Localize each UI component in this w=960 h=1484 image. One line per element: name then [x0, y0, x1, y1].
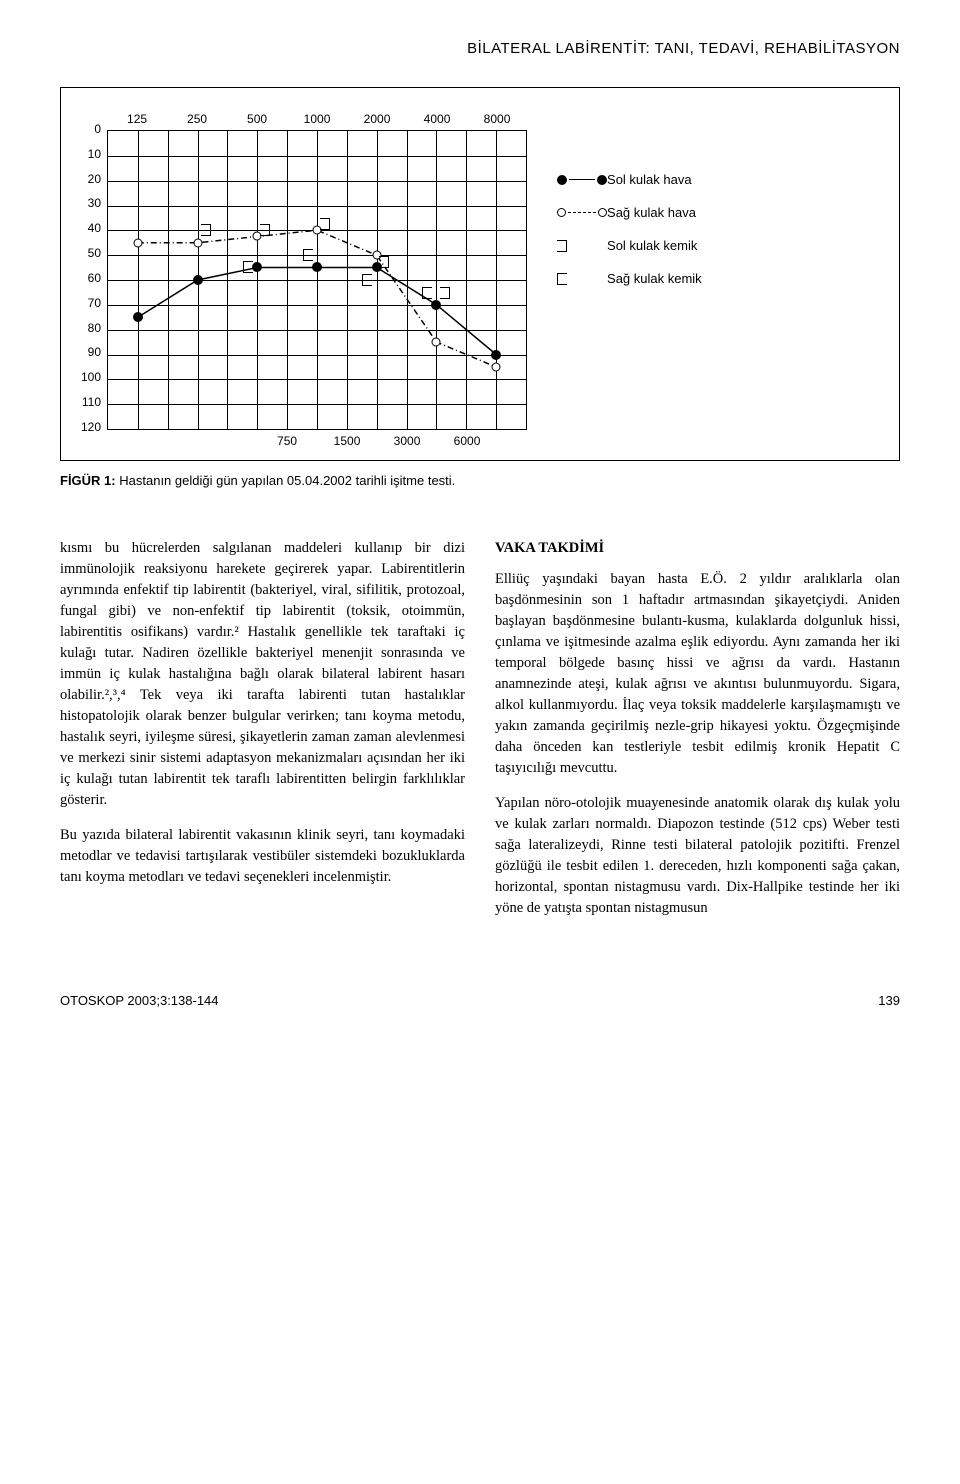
y-tick-label: 90 — [81, 345, 101, 359]
figure-container: 0 10 20 30 40 50 60 70 80 90 100 110 120 12525050010… — [60, 87, 900, 461]
marker-open-circle — [432, 337, 441, 346]
x-axis-bottom: 750150030006000 — [107, 434, 527, 448]
x-tick-label: 500 — [227, 112, 287, 130]
marker-filled-circle — [312, 262, 322, 272]
y-tick-label: 30 — [81, 196, 101, 210]
x-axis-top: 1252505001000200040008000 — [107, 112, 527, 130]
audiogram-chart: 0 10 20 30 40 50 60 70 80 90 100 110 120 12525050010… — [81, 112, 879, 448]
x-tick-label: 250 — [167, 112, 227, 130]
right-column: VAKA TAKDİMİ Elliüç yaşındaki bayan hast… — [495, 538, 900, 933]
chart-grid — [107, 130, 527, 430]
marker-open-circle — [193, 238, 202, 247]
chart-area: 1252505001000200040008000 75015003000600… — [107, 112, 527, 448]
y-axis: 0 10 20 30 40 50 60 70 80 90 100 110 120 — [81, 122, 107, 434]
y-tick-label: 40 — [81, 221, 101, 235]
marker-bracket-right — [260, 224, 270, 236]
marker-open-circle — [133, 238, 142, 247]
page-footer: OTOSKOP 2003;3:138-144 139 — [60, 993, 900, 1008]
y-tick-label: 60 — [81, 271, 101, 285]
y-tick-label: 120 — [81, 420, 101, 434]
figure-label: FİGÜR 1: — [60, 473, 116, 488]
x-tick-label: 3000 — [377, 434, 437, 448]
y-tick-label: 110 — [81, 395, 101, 409]
x-tick-label: 4000 — [407, 112, 467, 130]
marker-bracket-right — [379, 256, 389, 268]
marker-filled-circle — [491, 350, 501, 360]
x-tick-label: 2000 — [347, 112, 407, 130]
marker-bracket-right — [320, 218, 330, 230]
gridline-v — [496, 131, 497, 429]
body-paragraph: Bu yazıda bilateral labirentit vakasının… — [60, 825, 465, 888]
x-tick-label: 1000 — [287, 112, 347, 130]
marker-open-circle — [492, 363, 501, 372]
gridline-v — [138, 131, 139, 429]
gridline-v — [168, 131, 169, 429]
marker-bracket-left — [422, 287, 432, 299]
legend-label: Sağ kulak hava — [607, 205, 696, 220]
marker-bracket-left — [303, 249, 313, 261]
x-tick-label: 1500 — [317, 434, 377, 448]
legend-label: Sol kulak hava — [607, 172, 692, 187]
figure-caption: FİGÜR 1: Hastanın geldiği gün yapılan 05… — [60, 473, 900, 488]
marker-bracket-left — [243, 261, 253, 273]
legend-row: Sol kulak kemik — [557, 238, 702, 253]
gridline-v — [466, 131, 467, 429]
figure-caption-text: Hastanın geldiği gün yapılan 05.04.2002 … — [119, 473, 455, 488]
y-tick-label: 50 — [81, 246, 101, 260]
marker-filled-circle — [252, 262, 262, 272]
gridline-v — [227, 131, 228, 429]
marker-bracket-right — [201, 224, 211, 236]
x-tick-label: 8000 — [467, 112, 527, 130]
marker-filled-circle — [133, 312, 143, 322]
legend-row: Sol kulak hava — [557, 172, 702, 187]
legend-symbol — [557, 239, 607, 253]
legend-label: Sol kulak kemik — [607, 238, 697, 253]
y-tick-label: 100 — [81, 370, 101, 384]
gridline-v — [257, 131, 258, 429]
chart-legend: Sol kulak hava Sağ kulak hava Sol kulak ke… — [557, 172, 702, 304]
gridline-v — [407, 131, 408, 429]
marker-bracket-left — [362, 274, 372, 286]
legend-label: Sağ kulak kemik — [607, 271, 702, 286]
x-tick-label: 750 — [257, 434, 317, 448]
gridline-v — [436, 131, 437, 429]
y-tick-label: 70 — [81, 296, 101, 310]
y-tick-label: 10 — [81, 147, 101, 161]
gridline-v — [317, 131, 318, 429]
x-tick-label: 125 — [107, 112, 167, 130]
y-tick-label: 0 — [81, 122, 101, 136]
y-tick-label: 20 — [81, 172, 101, 186]
x-tick-label: 6000 — [437, 434, 497, 448]
running-header: BİLATERAL LABİRENTİT: TANI, TEDAVİ, REHA… — [60, 40, 900, 57]
legend-symbol — [557, 206, 607, 220]
body-columns: kısmı bu hücrelerden salgılanan maddeler… — [60, 538, 900, 933]
marker-filled-circle — [193, 275, 203, 285]
marker-filled-circle — [431, 300, 441, 310]
footer-journal: OTOSKOP 2003;3:138-144 — [60, 993, 219, 1008]
body-paragraph: kısmı bu hücrelerden salgılanan maddeler… — [60, 538, 465, 811]
legend-symbol — [557, 173, 607, 187]
legend-symbol — [557, 272, 607, 286]
gridline-v — [377, 131, 378, 429]
left-column: kısmı bu hücrelerden salgılanan maddeler… — [60, 538, 465, 933]
marker-bracket-right — [440, 287, 450, 299]
legend-row: Sağ kulak kemik — [557, 271, 702, 286]
gridline-v — [347, 131, 348, 429]
section-heading: VAKA TAKDİMİ — [495, 538, 900, 559]
y-tick-label: 80 — [81, 321, 101, 335]
body-paragraph: Elliüç yaşındaki bayan hasta E.Ö. 2 yıld… — [495, 569, 900, 779]
gridline-v — [287, 131, 288, 429]
body-paragraph: Yapılan nöro-otolojik muayenesinde anato… — [495, 793, 900, 919]
legend-row: Sağ kulak hava — [557, 205, 702, 220]
footer-page-number: 139 — [878, 993, 900, 1008]
